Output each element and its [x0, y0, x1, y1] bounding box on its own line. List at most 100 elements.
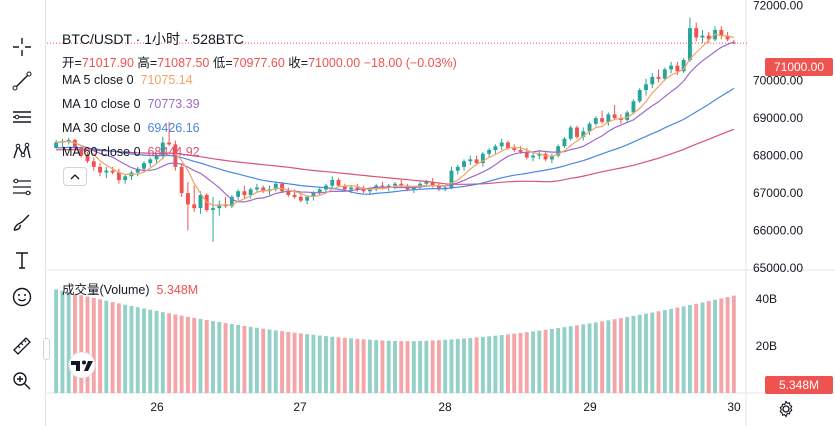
candle-body	[468, 159, 473, 162]
low-value: 70977.60	[232, 56, 285, 70]
volume-bar	[424, 340, 429, 393]
volume-bar	[656, 311, 661, 393]
candle-body	[731, 42, 736, 44]
candle-body	[148, 159, 153, 164]
candle-body	[449, 170, 454, 188]
candle-body	[305, 196, 310, 201]
candle-body	[644, 84, 648, 90]
candle-body	[455, 166, 460, 171]
volume-bar	[480, 336, 485, 393]
candle-body	[248, 189, 253, 195]
symbol-title[interactable]: BTC/USDT · 1小时 · 528BTC	[62, 31, 244, 47]
volume-bar	[142, 308, 146, 393]
candle-body	[317, 189, 322, 194]
volume-bar	[280, 331, 284, 393]
toolbar-collapse-handle[interactable]	[43, 338, 50, 360]
pattern-icon[interactable]	[7, 137, 37, 167]
horizontal-lines-icon[interactable]	[7, 102, 37, 132]
volume-bar	[644, 313, 648, 393]
volume-bar	[399, 341, 404, 393]
candle-body	[135, 168, 140, 173]
volume-bar	[600, 321, 605, 393]
ma30-line	[56, 87, 735, 195]
candle-body	[167, 142, 172, 145]
candle-body	[436, 185, 441, 190]
volume-bar	[625, 317, 630, 393]
volume-bar	[556, 328, 561, 393]
text-icon[interactable]	[7, 245, 37, 275]
price-tick-label: 68000.00	[753, 149, 803, 163]
candle-body	[261, 187, 266, 192]
volume-bar	[681, 306, 686, 393]
candle-body	[185, 193, 190, 205]
volume-bar	[411, 341, 416, 393]
ma10-legend[interactable]: MA 10 close 0 70773.39	[62, 97, 200, 111]
candle-body	[192, 204, 197, 209]
emoji-icon[interactable]	[7, 282, 37, 312]
ma60-legend[interactable]: MA 60 close 0 68444.92	[62, 145, 200, 159]
trend-line-icon[interactable]	[7, 66, 37, 96]
volume-bar	[223, 323, 228, 393]
volume-bar	[317, 335, 322, 393]
tradingview-logo[interactable]	[65, 351, 99, 379]
candle-body	[575, 127, 579, 137]
candle-body	[116, 172, 121, 180]
candle-body	[612, 114, 617, 119]
chart-settings-button[interactable]	[777, 400, 795, 418]
volume-bar	[581, 324, 586, 393]
volume-bar	[154, 310, 159, 393]
volume-legend[interactable]: 成交量(Volume) 5.348M	[62, 279, 198, 298]
candle-body	[424, 181, 429, 184]
volume-bar	[167, 313, 172, 393]
volume-bar	[575, 325, 579, 393]
volume-bar	[549, 328, 554, 393]
volume-bar	[355, 338, 360, 393]
candle-body	[110, 170, 115, 173]
ma30-legend[interactable]: MA 30 close 0 69426.16	[62, 121, 200, 135]
volume-bar	[650, 312, 655, 393]
volume-bar	[543, 329, 548, 393]
chart-area[interactable]: 72000.00 70000.00 69000.00 68000.00 67000.00…	[47, 0, 835, 426]
candle-body	[593, 118, 598, 124]
candle-body	[656, 76, 661, 79]
candle-body	[311, 193, 316, 197]
ma10-line	[56, 41, 735, 203]
volume-bar	[713, 299, 717, 393]
high-label: 高=	[133, 56, 158, 70]
volume-bar	[60, 290, 65, 393]
price-tick-label: 72000.00	[753, 0, 803, 13]
high-value: 71087.50	[157, 56, 210, 70]
volume-bar	[493, 335, 498, 393]
volume-bar	[669, 308, 674, 393]
ruler-icon[interactable]	[7, 331, 37, 361]
ma5-legend[interactable]: MA 5 close 0 71075.14	[62, 73, 193, 87]
volume-tick-label: 20B	[756, 339, 777, 353]
candle-body	[694, 28, 699, 38]
volume-bar	[512, 333, 517, 393]
volume-tick-label: 40B	[756, 292, 777, 306]
volume-bar	[98, 299, 103, 393]
legend-collapse-button[interactable]	[63, 167, 87, 186]
close-label: 收=	[284, 56, 309, 70]
candle-body	[66, 139, 71, 142]
candle-body	[98, 166, 103, 173]
change-value: −18.00 (−0.03%)	[360, 56, 457, 70]
ma60-value: 68444.92	[147, 145, 200, 159]
volume-bar	[612, 319, 617, 393]
drawing-toolbar	[0, 0, 50, 426]
volume-bar	[694, 303, 699, 393]
crosshair-icon[interactable]	[7, 32, 37, 62]
brush-icon[interactable]	[7, 208, 37, 238]
candle-body	[719, 30, 724, 36]
fib-icon[interactable]	[7, 172, 37, 202]
candle-body	[675, 65, 680, 72]
price-tick-label: 70000.00	[753, 74, 803, 88]
candle-body	[104, 170, 109, 173]
volume-bar	[129, 305, 134, 393]
volume-bar	[324, 336, 328, 393]
chart-canvas[interactable]: 72000.00 70000.00 69000.00 68000.00 67000.00…	[47, 0, 835, 426]
zoom-icon[interactable]	[7, 366, 37, 396]
volume-bar	[568, 326, 573, 393]
gear-icon	[779, 400, 793, 418]
volume-bar	[380, 340, 385, 393]
